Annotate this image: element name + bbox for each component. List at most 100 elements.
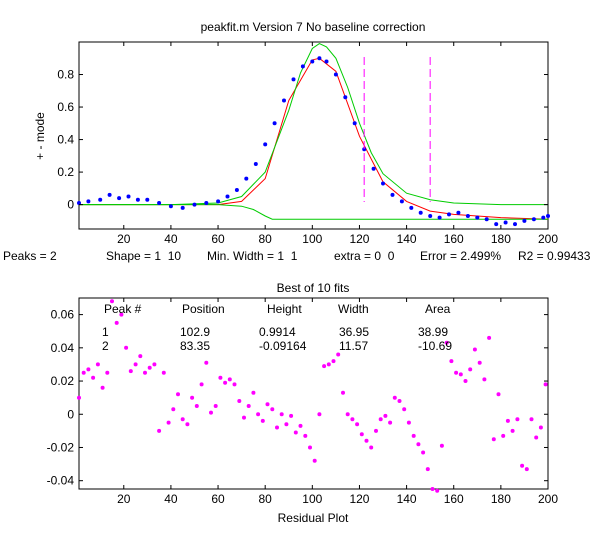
data-point bbox=[456, 210, 461, 215]
table-row-1-area: 38.99 bbox=[418, 325, 449, 339]
residual-point bbox=[265, 402, 270, 407]
data-point bbox=[135, 197, 140, 202]
bottom-xtick-label: 160 bbox=[444, 492, 464, 506]
data-point bbox=[317, 56, 322, 61]
table-row-1-width: 36.95 bbox=[339, 325, 370, 339]
data-point bbox=[541, 215, 546, 220]
residual-point bbox=[284, 422, 289, 427]
data-point bbox=[204, 201, 209, 205]
residual-point bbox=[501, 433, 506, 438]
residual-point bbox=[468, 367, 473, 372]
residual-point bbox=[482, 377, 487, 382]
residual-point bbox=[223, 380, 228, 385]
data-point bbox=[77, 201, 81, 205]
residual-point bbox=[472, 347, 477, 352]
data-point bbox=[107, 192, 112, 197]
data-point bbox=[126, 194, 131, 199]
bottom-xlabel: Residual Plot bbox=[278, 511, 349, 525]
data-point bbox=[371, 166, 376, 171]
top-plot: 20 40 60 80 100 120 140 160 180 200 0 0.2 0.4 0.6 0.8 bbox=[57, 41, 558, 246]
data-point bbox=[145, 197, 150, 202]
data-point bbox=[418, 210, 423, 215]
residual-point bbox=[397, 399, 402, 403]
residual-point bbox=[237, 399, 242, 403]
data-point bbox=[117, 196, 122, 201]
data-point bbox=[192, 202, 197, 207]
residual-point bbox=[303, 433, 308, 438]
table-header-area: Area bbox=[425, 302, 451, 316]
bottom-ytick-label: 0 bbox=[67, 407, 74, 421]
data-point bbox=[180, 205, 185, 210]
top-xtick-label: 140 bbox=[397, 232, 417, 246]
top-xtick-label: 180 bbox=[491, 232, 511, 246]
bottom-xtick-label: 200 bbox=[538, 492, 558, 506]
residual-point bbox=[171, 407, 176, 412]
residual-point bbox=[392, 395, 397, 400]
series-line-model bbox=[79, 57, 549, 220]
residual-point bbox=[119, 312, 124, 317]
residual-point bbox=[105, 370, 110, 375]
residual-point bbox=[176, 392, 180, 397]
bottom-xtick-label: 20 bbox=[117, 492, 131, 506]
data-point bbox=[333, 72, 338, 77]
residual-point bbox=[538, 425, 543, 430]
data-point bbox=[291, 77, 296, 82]
residual-point bbox=[364, 438, 369, 443]
table-header-width: Width bbox=[338, 302, 369, 316]
residual-point bbox=[279, 412, 284, 417]
bottom-ytick-label: -0.02 bbox=[47, 440, 75, 454]
top-ytick-label: 0.2 bbox=[57, 165, 74, 179]
bottom-xtick-label: 80 bbox=[259, 492, 273, 506]
residual-point bbox=[369, 445, 374, 450]
data-point bbox=[437, 215, 442, 220]
residual-point bbox=[378, 417, 383, 422]
residual-point bbox=[138, 354, 143, 359]
residual-point bbox=[406, 420, 411, 425]
residual-point bbox=[411, 433, 416, 438]
top-ytick-label: 0.8 bbox=[57, 68, 74, 82]
table-row-2-position: 83.35 bbox=[180, 339, 211, 353]
residual-point bbox=[430, 487, 435, 491]
residual-point bbox=[326, 362, 331, 367]
residual-point bbox=[487, 335, 492, 340]
data-point bbox=[263, 142, 268, 147]
data-point bbox=[168, 204, 173, 209]
residual-point bbox=[534, 435, 539, 440]
residual-point bbox=[114, 320, 119, 325]
residual-point bbox=[336, 352, 341, 357]
residual-point bbox=[341, 390, 345, 395]
top-ytick-label: 0.4 bbox=[57, 133, 74, 147]
residual-point bbox=[232, 382, 237, 387]
residual-point bbox=[185, 422, 190, 427]
table-row-2-width: 11.57 bbox=[339, 339, 369, 353]
residual-point bbox=[308, 445, 312, 450]
residual-point bbox=[524, 467, 529, 472]
residual-point bbox=[289, 413, 294, 418]
top-ytick-label: 0.6 bbox=[57, 100, 74, 114]
residual-point bbox=[402, 407, 407, 412]
residual-point bbox=[161, 370, 166, 375]
residual-point bbox=[520, 463, 525, 468]
residual-point bbox=[421, 450, 426, 455]
residual-point bbox=[477, 360, 482, 365]
residual-point bbox=[194, 404, 199, 408]
residual-point bbox=[383, 413, 388, 418]
residual-point bbox=[425, 467, 430, 472]
top-xtick-label: 160 bbox=[444, 232, 464, 246]
bottom-plot: 20 40 60 80 100 120 140 160 180 200 -0.04 -0.02 0 0.… bbox=[47, 297, 558, 506]
data-point bbox=[522, 218, 527, 223]
residual-point bbox=[133, 362, 138, 367]
residual-point bbox=[152, 362, 157, 367]
bottom-xtick-label: 140 bbox=[397, 492, 417, 506]
residual-point bbox=[270, 407, 275, 412]
data-point bbox=[324, 59, 329, 64]
residual-point bbox=[91, 375, 96, 380]
bottom-xtick-label: 40 bbox=[164, 492, 178, 506]
residual-point bbox=[355, 422, 360, 427]
data-point bbox=[225, 194, 230, 199]
data-point bbox=[300, 64, 305, 69]
data-point bbox=[310, 59, 315, 64]
residual-point bbox=[331, 359, 336, 364]
top-xtick-label: 80 bbox=[259, 232, 273, 246]
residual-point bbox=[317, 412, 322, 417]
